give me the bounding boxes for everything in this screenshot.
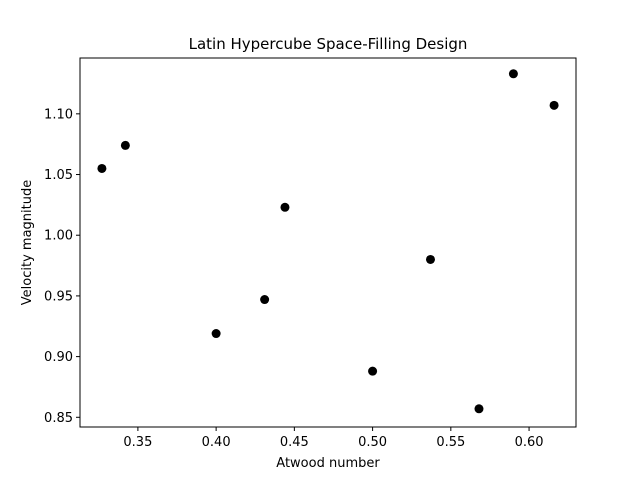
x-tick-label: 0.50 <box>358 435 387 450</box>
x-tick-label: 0.60 <box>515 435 544 450</box>
data-points <box>97 69 559 414</box>
y-tick-label: 1.05 <box>44 168 73 183</box>
y-tick-label: 0.95 <box>44 289 73 304</box>
plot-background <box>80 58 576 427</box>
scatter-point <box>211 329 221 339</box>
scatter-point <box>508 69 518 79</box>
y-tick-label: 0.90 <box>44 350 73 365</box>
x-tick-label: 0.40 <box>202 435 231 450</box>
scatter-point <box>260 295 270 305</box>
y-tick-label: 1.00 <box>44 229 73 244</box>
x-tick-label: 0.35 <box>123 435 152 450</box>
scatter-point <box>425 254 435 264</box>
scatter-point <box>280 202 290 212</box>
y-tick-label: 0.85 <box>44 411 73 426</box>
y-axis: 0.85 0.90 0.95 1.00 1.05 1.10 <box>44 107 80 426</box>
scatter-point <box>549 100 559 110</box>
plot-area <box>80 58 576 427</box>
x-axis: 0.35 0.40 0.45 0.50 0.55 0.60 <box>123 427 544 450</box>
chart-title: Latin Hypercube Space-Filling Design <box>189 35 468 53</box>
x-tick-label: 0.55 <box>436 435 465 450</box>
scatter-point <box>368 366 378 376</box>
x-axis-label: Atwood number <box>276 456 380 471</box>
scatter-point <box>97 163 107 173</box>
scatter-point <box>474 404 484 414</box>
y-tick-label: 1.10 <box>44 107 73 122</box>
scatter-point <box>120 140 130 150</box>
y-axis-label: Velocity magnitude <box>20 180 35 305</box>
x-tick-label: 0.45 <box>280 435 309 450</box>
plot-frame <box>79 57 577 428</box>
